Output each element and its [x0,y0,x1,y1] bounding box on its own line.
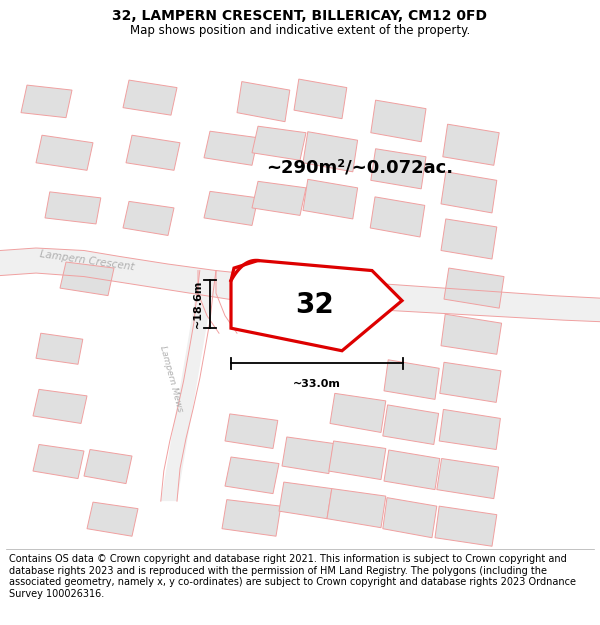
Polygon shape [231,261,402,351]
Polygon shape [370,197,425,237]
Polygon shape [371,100,426,142]
Polygon shape [204,191,258,226]
Polygon shape [36,333,83,364]
Polygon shape [123,201,174,236]
Polygon shape [36,135,93,170]
Polygon shape [303,179,358,219]
Polygon shape [384,450,440,489]
Polygon shape [441,314,502,354]
Text: Lampern Mews: Lampern Mews [158,344,184,412]
Polygon shape [237,82,290,122]
Polygon shape [252,181,306,216]
Polygon shape [329,441,386,479]
Polygon shape [282,437,334,474]
Polygon shape [84,449,132,484]
Text: Map shows position and indicative extent of the property.: Map shows position and indicative extent… [130,24,470,37]
Text: ~290m²/~0.072ac.: ~290m²/~0.072ac. [266,159,454,177]
Polygon shape [383,405,439,444]
Polygon shape [327,489,386,528]
Polygon shape [60,262,114,296]
Text: 32: 32 [296,291,334,319]
Text: ~18.6m: ~18.6m [193,280,203,328]
Polygon shape [371,149,426,189]
Polygon shape [303,132,358,172]
Text: Lampern Crescent: Lampern Crescent [39,249,135,272]
Polygon shape [384,360,439,399]
Polygon shape [45,192,101,224]
Polygon shape [87,502,138,536]
Polygon shape [222,499,281,536]
Text: Contains OS data © Crown copyright and database right 2021. This information is : Contains OS data © Crown copyright and d… [9,554,576,599]
Polygon shape [437,459,499,499]
Polygon shape [444,268,504,308]
Polygon shape [383,498,437,538]
Polygon shape [279,482,332,519]
Polygon shape [126,135,180,170]
Polygon shape [204,131,258,165]
Polygon shape [225,457,279,494]
Text: 32, LAMPERN CRESCENT, BILLERICAY, CM12 0FD: 32, LAMPERN CRESCENT, BILLERICAY, CM12 0… [113,9,487,24]
Polygon shape [123,80,177,115]
Polygon shape [225,414,278,449]
Polygon shape [441,172,497,213]
Polygon shape [440,362,501,403]
Polygon shape [441,219,497,259]
Polygon shape [21,85,72,118]
Polygon shape [252,126,306,160]
Polygon shape [33,389,87,424]
Polygon shape [443,124,499,165]
Polygon shape [435,506,497,546]
Text: Lampern Crescent: Lampern Crescent [282,273,378,293]
Polygon shape [294,79,347,119]
Polygon shape [439,409,500,449]
Polygon shape [330,393,386,432]
Text: ~33.0m: ~33.0m [293,379,341,389]
Polygon shape [33,444,84,479]
Polygon shape [161,271,216,501]
Polygon shape [0,248,600,322]
